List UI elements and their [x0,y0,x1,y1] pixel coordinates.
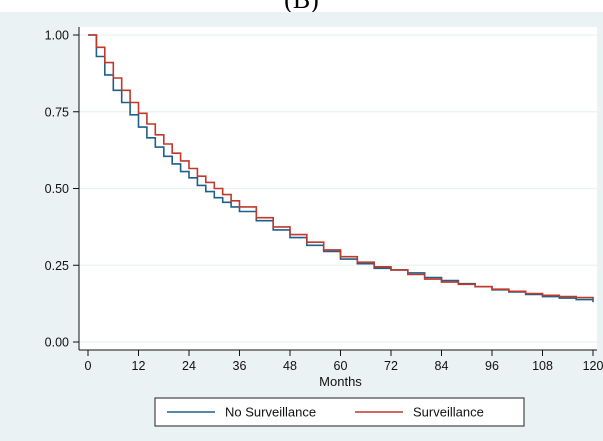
y-tick-label-0: 0.00 [45,336,69,350]
y-tick-label-1: 0.25 [45,259,69,273]
x-tick-label-2: 24 [182,359,196,373]
x-tick-label-5: 60 [334,359,348,373]
y-tick-label-4: 1.00 [45,29,69,43]
x-tick-label-0: 0 [85,359,92,373]
series-line-surveillance [88,34,594,299]
x-tick-label-10: 120 [583,359,603,373]
x-tick-label-3: 36 [233,359,247,373]
panel-label: (B) [0,0,603,13]
y-tick-label-3: 0.75 [45,105,69,119]
x-axis-title: Months [319,374,362,389]
x-tick-label-7: 84 [435,359,449,373]
x-tick-label-8: 96 [485,359,499,373]
x-tick-label-4: 48 [283,359,297,373]
y-tick-label-2: 0.50 [45,182,69,196]
legend-box [154,397,525,427]
x-tick-label-1: 12 [132,359,146,373]
legend-label-no-surveillance: No Surveillance [225,405,316,420]
x-tick-label-9: 108 [532,359,553,373]
legend-label-surveillance: Surveillance [413,405,484,420]
x-tick-label-6: 72 [384,359,398,373]
